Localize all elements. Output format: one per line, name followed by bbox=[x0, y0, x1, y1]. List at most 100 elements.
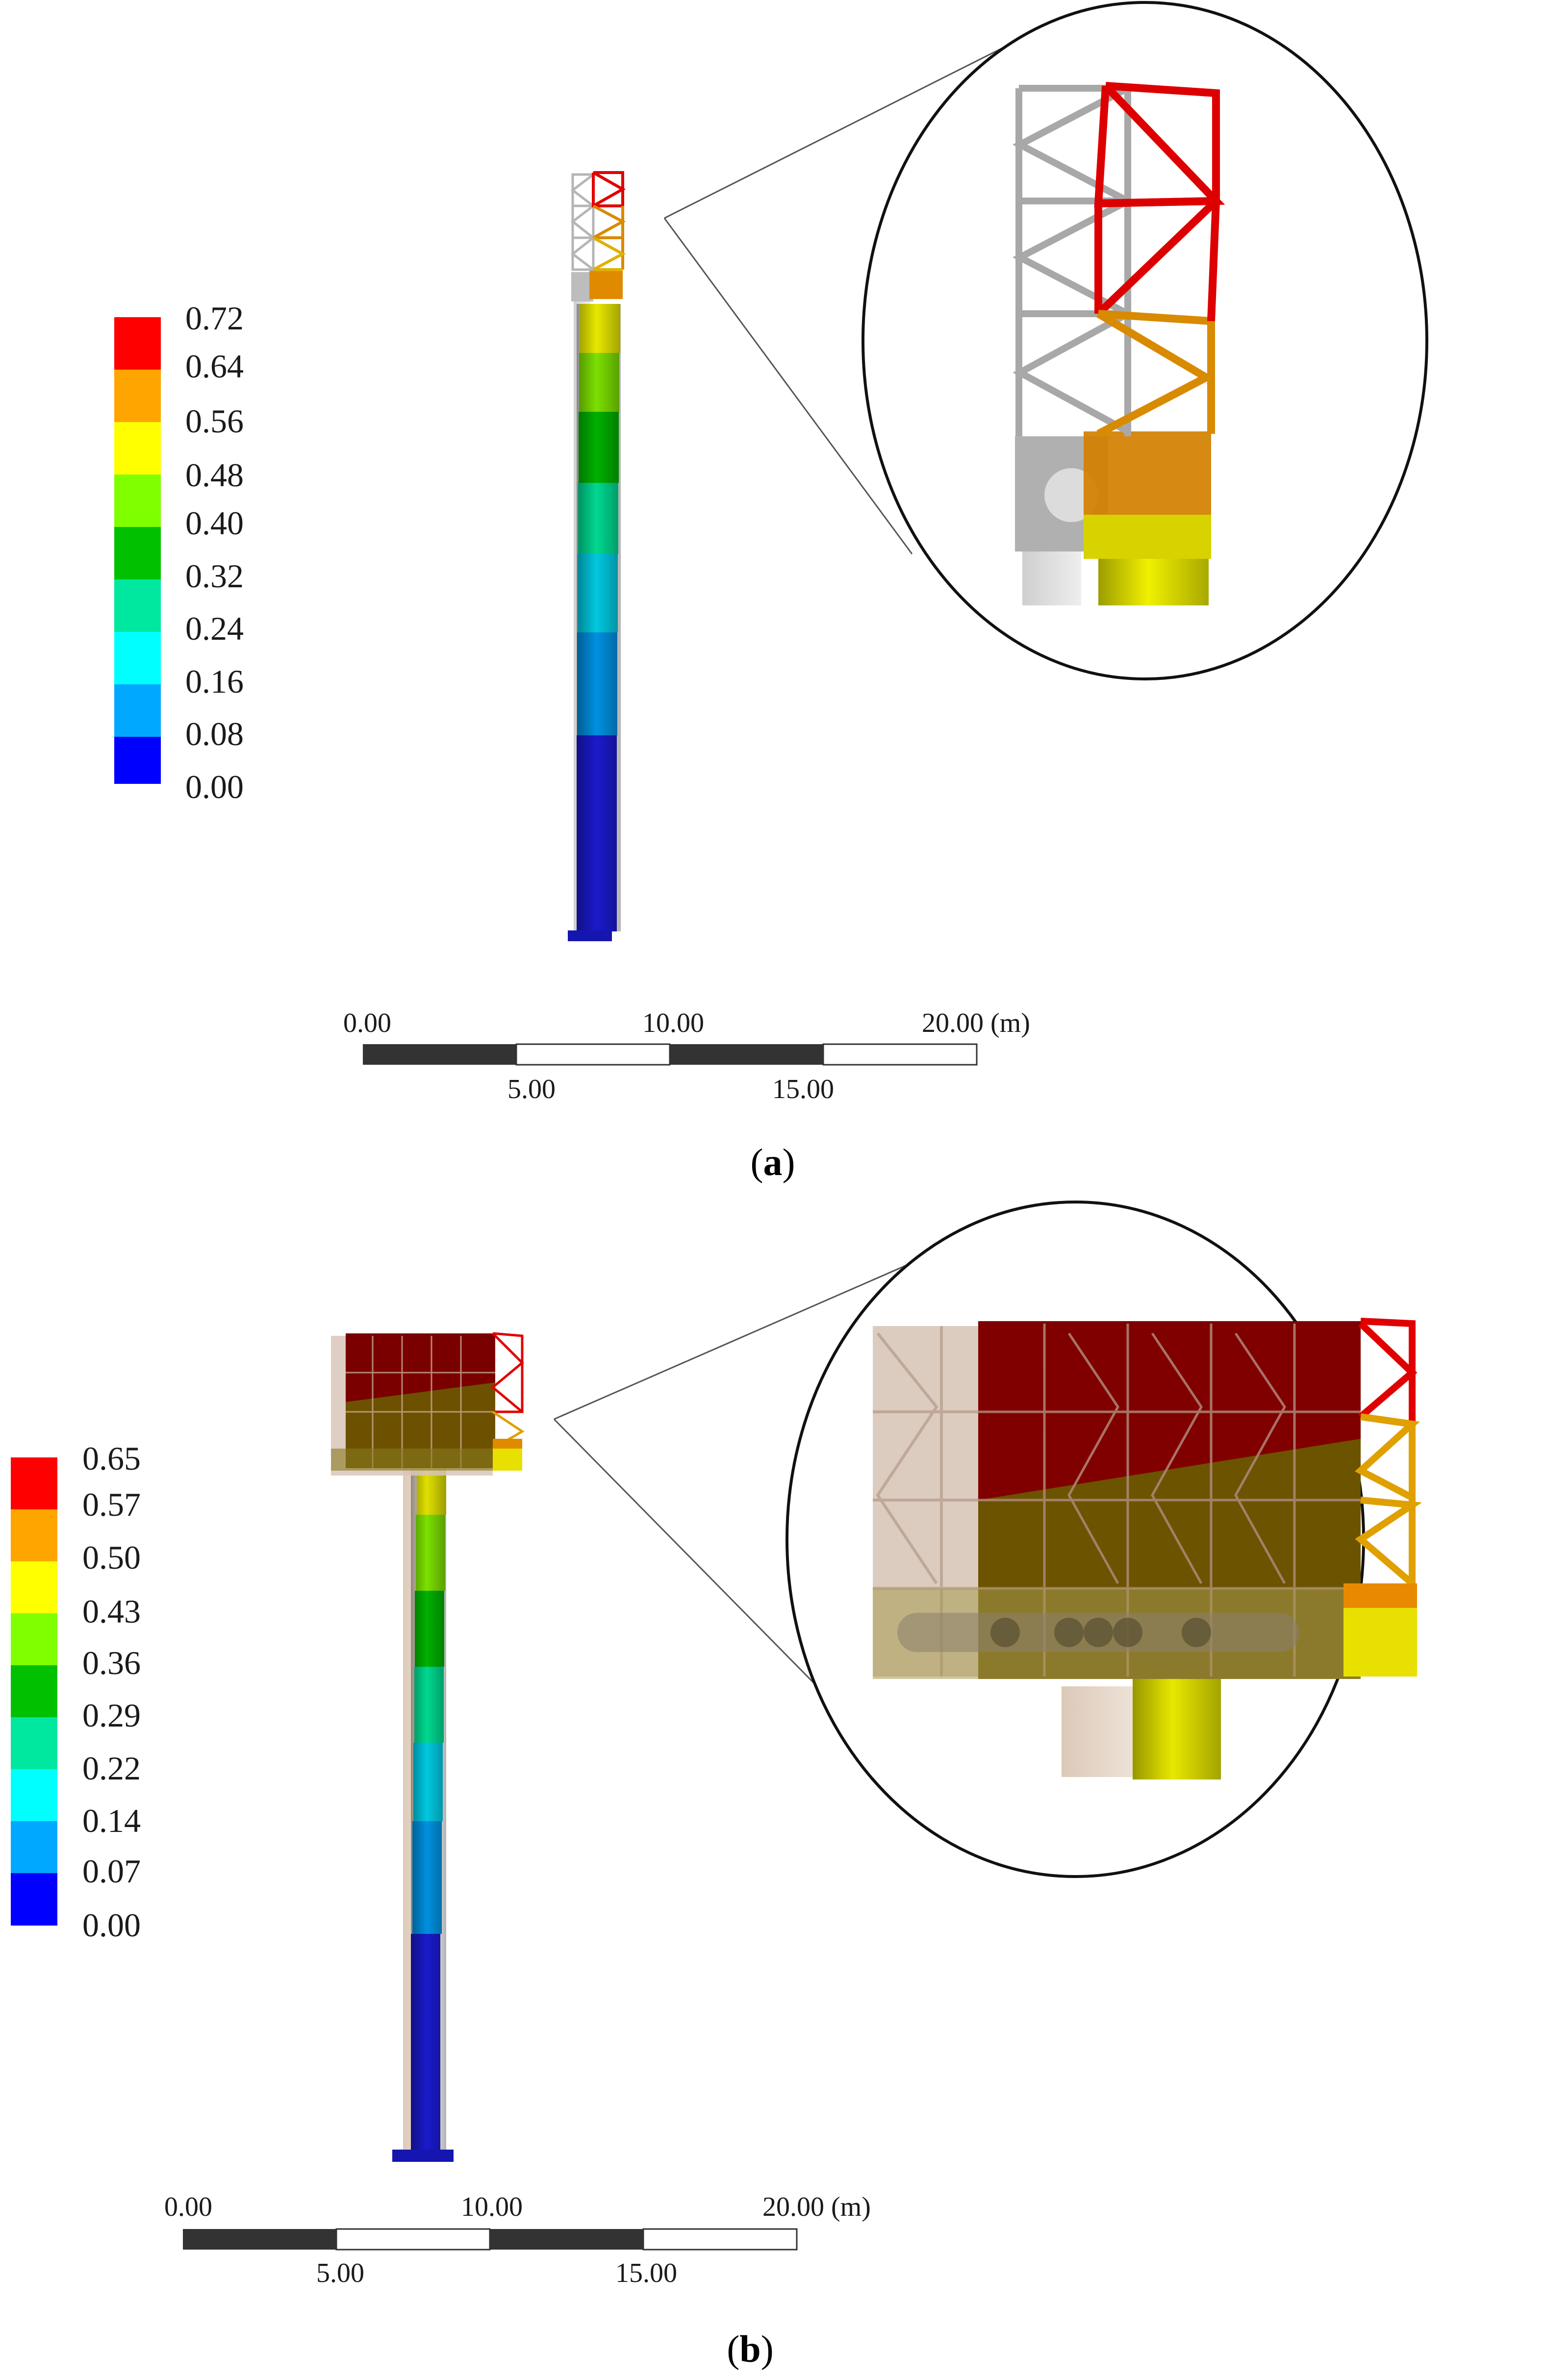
legend-value: 0.29 bbox=[82, 1697, 141, 1734]
zoom-board-yellow-band bbox=[1343, 1608, 1417, 1677]
zoom-pole-shading bbox=[1133, 1679, 1221, 1779]
legend-value: 0.36 bbox=[82, 1644, 141, 1681]
zoom-walkway-hole bbox=[1084, 1618, 1113, 1647]
panel-caption-b: (b) bbox=[727, 2328, 773, 2370]
scale-segment-light bbox=[335, 2228, 491, 2251]
deformed-box bbox=[589, 270, 623, 299]
zoom-undeformed-pole bbox=[1062, 1686, 1140, 1777]
zoom-walkway-hole bbox=[1113, 1618, 1142, 1647]
scale-label: 10.00 bbox=[642, 1008, 704, 1038]
legend-value: 0.48 bbox=[185, 456, 244, 494]
legend-value: 0.00 bbox=[185, 768, 244, 805]
zoom-deformed-box-lower bbox=[1084, 515, 1211, 559]
legend-value: 0.56 bbox=[185, 402, 244, 440]
legend-swatch bbox=[11, 1769, 57, 1821]
zoom-board-orange-band bbox=[1343, 1583, 1417, 1608]
base-plate bbox=[568, 930, 612, 941]
callout-line bbox=[663, 218, 913, 554]
deformed-board-lower bbox=[346, 1382, 495, 1468]
legend-swatch bbox=[114, 579, 161, 632]
legend-swatch bbox=[11, 1717, 57, 1769]
panel-caption-a: (a) bbox=[751, 1141, 795, 1183]
scale-segment-light bbox=[822, 1043, 978, 1066]
board-truss bbox=[346, 1336, 495, 1468]
legend-value: 0.50 bbox=[82, 1539, 141, 1576]
legend-swatch bbox=[11, 1873, 57, 1926]
legend-value: 0.32 bbox=[185, 557, 244, 595]
color-legend-a: 0.72 0.64 0.56 0.48 0.40 0.32 0.24 0.16 … bbox=[114, 300, 244, 805]
legend-swatch bbox=[11, 1561, 57, 1613]
scale-label: 0.00 bbox=[164, 2192, 212, 2222]
legend-swatch bbox=[11, 1665, 57, 1717]
scale-segment-dark bbox=[183, 2229, 336, 2250]
scale-label: 5.00 bbox=[316, 2258, 364, 2288]
zoom-deformed-box bbox=[1084, 431, 1211, 515]
zoom-walkway-hole bbox=[990, 1618, 1020, 1647]
deformed-frame bbox=[491, 1332, 525, 1450]
legend-swatch bbox=[114, 422, 161, 475]
zoom-deformed-frame bbox=[1094, 82, 1225, 438]
legend-swatch bbox=[11, 1613, 57, 1665]
zoom-undeformed-frame bbox=[1012, 85, 1136, 436]
legend-swatch bbox=[114, 527, 161, 579]
billboard-model-a bbox=[568, 171, 626, 941]
legend-value: 0.16 bbox=[185, 663, 244, 700]
panel-a: 0.72 0.64 0.56 0.48 0.40 0.32 0.24 0.16 … bbox=[114, 1, 1428, 1183]
legend-value: 0.22 bbox=[82, 1750, 141, 1787]
zoom-callout-a bbox=[663, 1, 1428, 680]
legend-swatch bbox=[114, 737, 161, 784]
legend-swatch bbox=[114, 317, 161, 370]
callout-line bbox=[664, 38, 1020, 219]
scale-segment-dark bbox=[363, 1044, 516, 1065]
panel-b: 0.65 0.57 0.50 0.43 0.36 0.29 0.22 0.14 … bbox=[11, 1201, 1422, 2370]
zoom-pole-shading bbox=[1098, 554, 1209, 605]
legend-value: 0.08 bbox=[185, 715, 244, 752]
board-orange-band bbox=[493, 1439, 522, 1449]
legend-value: 0.57 bbox=[82, 1486, 141, 1523]
scale-label: 20.00 (m) bbox=[762, 2192, 871, 2222]
zoom-walkway-hole bbox=[1182, 1618, 1211, 1647]
legend-value: 0.65 bbox=[82, 1440, 141, 1477]
legend-swatch bbox=[11, 1821, 57, 1873]
billboard-model-b bbox=[331, 1332, 525, 2162]
scale-label: 15.00 bbox=[772, 1074, 834, 1104]
legend-value: 0.43 bbox=[82, 1593, 141, 1630]
scale-bar-b: 0.00 10.00 20.00 (m) 5.00 15.00 bbox=[164, 2192, 871, 2288]
scale-segment-dark bbox=[670, 1044, 823, 1065]
legend-swatch bbox=[114, 632, 161, 684]
legend-swatch bbox=[114, 684, 161, 737]
zoom-callout-b bbox=[553, 1201, 1422, 1878]
scale-segment-dark bbox=[490, 2229, 643, 2250]
base-plate bbox=[392, 2150, 454, 2162]
scale-segment-light bbox=[515, 1043, 671, 1066]
board-base bbox=[331, 1449, 493, 1471]
scale-bar-a: 0.00 10.00 20.00 (m) 5.00 15.00 bbox=[343, 1008, 1030, 1104]
board-bottom-band bbox=[493, 1449, 522, 1471]
legend-swatch bbox=[11, 1509, 57, 1561]
legend-swatch bbox=[114, 370, 161, 422]
scale-label: 10.00 bbox=[461, 2192, 523, 2222]
pole-shading bbox=[411, 1466, 446, 2152]
undeformed-frame bbox=[570, 173, 596, 271]
zoom-undeformed-pole bbox=[1022, 549, 1081, 605]
scale-segment-light bbox=[642, 2228, 798, 2251]
legend-value: 0.72 bbox=[185, 300, 244, 337]
scale-label: 0.00 bbox=[343, 1008, 391, 1038]
legend-swatch bbox=[114, 475, 161, 527]
scale-label: 15.00 bbox=[615, 2258, 677, 2288]
legend-value: 0.00 bbox=[82, 1906, 141, 1944]
legend-value: 0.14 bbox=[82, 1802, 141, 1839]
legend-swatch bbox=[11, 1457, 57, 1509]
legend-value: 0.64 bbox=[185, 348, 244, 385]
legend-value: 0.07 bbox=[82, 1853, 141, 1890]
callout-line bbox=[553, 1418, 864, 1734]
deformed-frame bbox=[592, 171, 626, 271]
scale-label: 5.00 bbox=[507, 1074, 556, 1104]
color-legend-b: 0.65 0.57 0.50 0.43 0.36 0.29 0.22 0.14 … bbox=[11, 1440, 141, 1944]
legend-value: 0.24 bbox=[185, 610, 244, 647]
zoom-deformed-frame bbox=[1354, 1318, 1422, 1586]
zoom-walkway-hole bbox=[1054, 1618, 1084, 1647]
legend-value: 0.40 bbox=[185, 504, 244, 542]
scale-label: 20.00 (m) bbox=[922, 1008, 1030, 1038]
